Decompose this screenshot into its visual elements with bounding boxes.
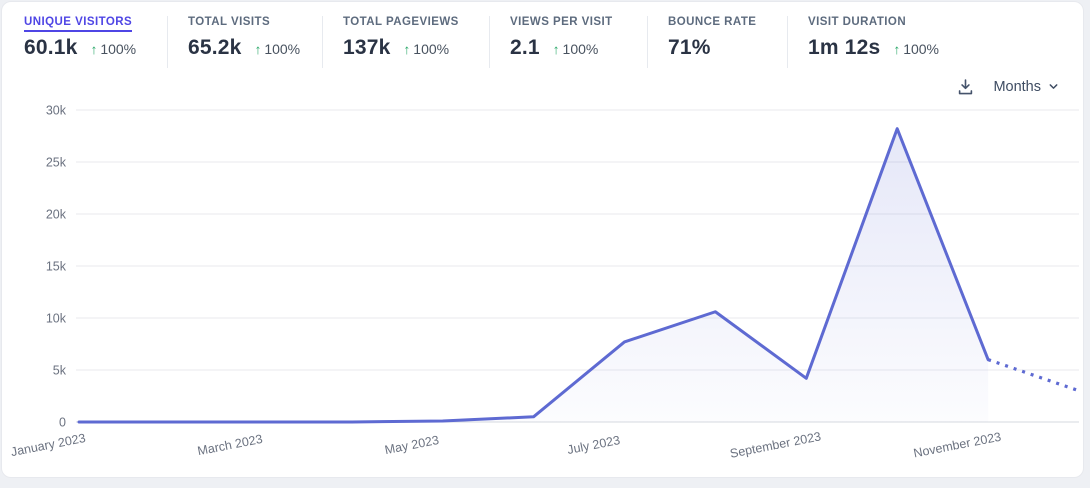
chart-canvas[interactable]: 0 5k 10k 15k 20k 25k 30k January 2023 March 2023… [2,96,1085,478]
stat-change: ↑ 100% [403,41,450,57]
stat-tab-bounce-rate[interactable]: BOUNCE RATE 71% [647,16,787,68]
stat-value: 71% [668,36,711,59]
chart-toolbar: Months [956,77,1059,96]
svg-text:September 2023: September 2023 [729,429,822,460]
arrow-up-icon: ↑ [254,42,262,57]
stat-value: 60.1k [24,36,78,59]
visitors-chart: 0 5k 10k 15k 20k 25k 30k January 2023 March 2023… [2,96,1085,478]
interval-dropdown[interactable]: Months [993,79,1059,95]
arrow-up-icon: ↑ [552,42,560,57]
svg-text:5k: 5k [53,364,67,378]
svg-text:10k: 10k [46,312,67,326]
stat-change: ↑ 100% [893,41,939,57]
stat-tab-total-visits[interactable]: TOTAL VISITS 65.2k ↑ 100% [167,16,322,68]
stat-change: ↑ 100% [90,41,137,57]
stat-label: TOTAL PAGEVIEWS [343,16,459,28]
stat-value: 2.1 [510,36,540,59]
download-icon[interactable] [956,77,975,96]
stat-value: 1m 12s [808,36,881,59]
stat-tab-visit-duration[interactable]: VISIT DURATION 1m 12s ↑ 100% [787,16,1057,68]
svg-text:30k: 30k [46,104,67,118]
stat-change: ↑ 100% [254,41,301,57]
arrow-up-icon: ↑ [90,42,98,57]
svg-text:20k: 20k [46,208,67,222]
stat-change [724,41,727,57]
stat-tab-views-per-visit[interactable]: VIEWS PER VISIT 2.1 ↑ 100% [489,16,647,68]
stat-tab-unique-visitors[interactable]: UNIQUE VISITORS 60.1k ↑ 100% [24,16,167,68]
stat-change: ↑ 100% [552,41,599,57]
svg-text:March 2023: March 2023 [196,432,264,458]
stat-label: BOUNCE RATE [668,16,757,28]
stat-value: 137k [343,36,391,59]
svg-text:November 2023: November 2023 [912,430,1002,461]
svg-text:15k: 15k [46,260,67,274]
stat-label: UNIQUE VISITORS [24,16,167,32]
stats-row: UNIQUE VISITORS 60.1k ↑ 100% TOTAL VISITS… [2,2,1083,68]
stat-tab-total-pageviews[interactable]: TOTAL PAGEVIEWS 137k ↑ 100% [322,16,489,68]
stat-label: VIEWS PER VISIT [510,16,613,28]
interval-label: Months [993,78,1041,95]
analytics-card: UNIQUE VISITORS 60.1k ↑ 100% TOTAL VISITS… [1,1,1084,478]
stat-label: VISIT DURATION [808,16,907,28]
stat-label: TOTAL VISITS [188,16,271,28]
arrow-up-icon: ↑ [893,42,901,57]
svg-text:May 2023: May 2023 [384,433,441,457]
svg-text:January 2023: January 2023 [10,431,87,459]
svg-text:25k: 25k [46,156,67,170]
stat-value: 65.2k [188,36,242,59]
chevron-down-icon [1048,81,1059,92]
svg-text:July 2023: July 2023 [566,433,621,457]
svg-text:0: 0 [59,416,66,430]
arrow-up-icon: ↑ [403,42,411,57]
